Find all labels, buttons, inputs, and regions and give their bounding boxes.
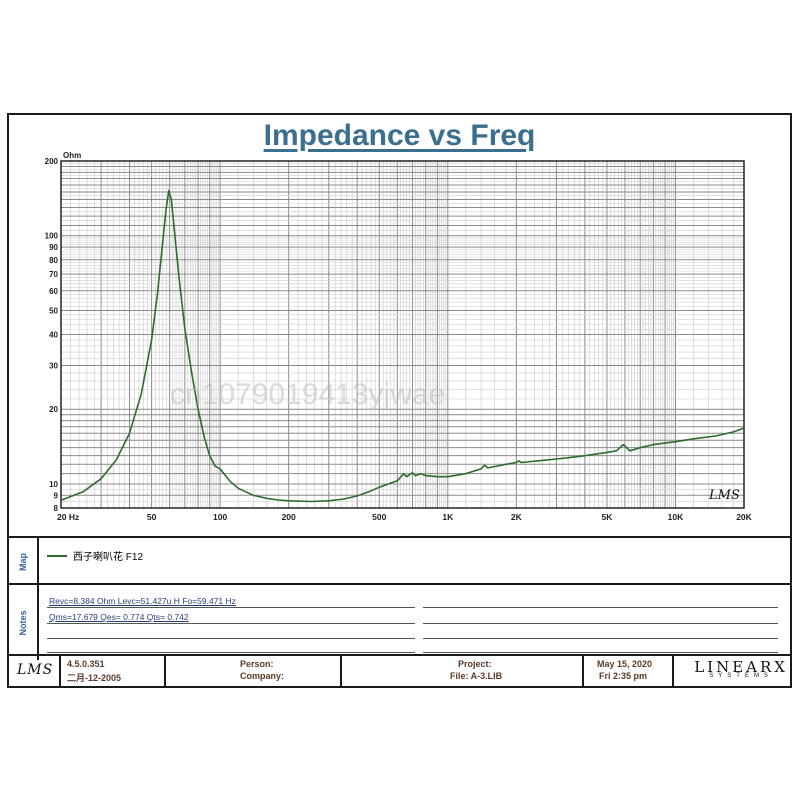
y-tick-label: 10 bbox=[49, 480, 58, 489]
plot-frame bbox=[60, 160, 745, 509]
x-tick-label: 200 bbox=[282, 512, 296, 522]
linearx-subbrand: SYSTEMS bbox=[709, 673, 773, 679]
x-tick-label: 20K bbox=[736, 512, 752, 522]
y-tick-label: 80 bbox=[49, 256, 58, 265]
notes-rule bbox=[423, 652, 778, 653]
y-tick-label: 60 bbox=[49, 287, 58, 296]
notes-rule bbox=[47, 652, 415, 653]
x-tick-label: 100 bbox=[213, 512, 227, 522]
series-layer bbox=[60, 189, 745, 503]
x-tick-label: 5K bbox=[601, 512, 613, 522]
footer-date-cell: May 15, 2020 Fri 2:35 pm bbox=[582, 656, 674, 686]
map-tab-label: Map bbox=[18, 552, 28, 571]
y-tick-label: 20 bbox=[49, 405, 58, 414]
x-tick-label: 20 Hz bbox=[57, 512, 79, 522]
x-tick-label: 500 bbox=[372, 512, 386, 522]
y-tick-label: 90 bbox=[49, 243, 58, 252]
impedance-chart: 20 Hz 50 100 200 500 1K 2K 5K 10K 20K 200 100 90 80 70… bbox=[45, 151, 753, 522]
version-text: 4.5.0.351 bbox=[67, 659, 105, 669]
document-sheet: Impedance vs Freq 20 Hz 50 100 200 500 1K 2K 5K… bbox=[7, 113, 792, 688]
notes-rule bbox=[47, 638, 415, 639]
date-text: May 15, 2020 bbox=[597, 659, 653, 669]
plot-lms-logo: LMS bbox=[708, 488, 740, 503]
build-date-text: 二月-12-2005 bbox=[67, 673, 122, 683]
time-text: Fri 2:35 pm bbox=[599, 671, 648, 681]
file-label: File: A-3.LIB bbox=[450, 671, 503, 681]
x-tick-label: 1K bbox=[442, 512, 454, 522]
notes-tab-label: Notes bbox=[18, 609, 28, 636]
company-label: Company: bbox=[240, 671, 285, 681]
notes-rule bbox=[423, 638, 778, 639]
footer-person-cell: Person: Company: bbox=[164, 656, 342, 686]
notes-rule bbox=[47, 607, 415, 608]
x-tick-label: 50 bbox=[147, 512, 157, 522]
project-label: Project: bbox=[458, 659, 492, 669]
y-tick-label: 100 bbox=[45, 232, 59, 241]
tick-labels: 20 Hz 50 100 200 500 1K 2K 5K 10K 20K 200 100 90 80 70… bbox=[45, 157, 753, 522]
legend-entry: 西子喇叭花 F12 bbox=[47, 548, 143, 563]
notes-section: Notes Revc=8.384 Ohm Levc=51.427u H Fo=5… bbox=[9, 583, 790, 660]
y-axis-label: Ohm bbox=[63, 151, 81, 160]
map-tab[interactable]: Map bbox=[9, 538, 39, 585]
legend-label: 西子喇叭花 F12 bbox=[73, 552, 144, 563]
footer-logo-cell: LMS bbox=[9, 656, 61, 686]
linearx-brand: LINEARX bbox=[694, 658, 788, 676]
y-tick-label: 70 bbox=[49, 270, 58, 279]
notes-line-2: Qms=17.679 Qes= 0.774 Qts= 0.742 bbox=[49, 612, 189, 622]
series-line bbox=[60, 189, 745, 503]
chart-title: Impedance vs Freq bbox=[263, 119, 536, 152]
map-section: Map 西子喇叭花 F12 bbox=[9, 536, 790, 585]
footer-project-cell: Project: File: A-3.LIB bbox=[340, 656, 584, 686]
x-tick-label: 2K bbox=[511, 512, 523, 522]
notes-line-1: Revc=8.384 Ohm Levc=51.427u H Fo=59.471 … bbox=[49, 596, 236, 606]
grid-lines bbox=[60, 160, 745, 509]
y-tick-label: 50 bbox=[49, 306, 58, 315]
legend-swatch bbox=[47, 554, 67, 557]
y-tick-label: 200 bbox=[45, 157, 59, 166]
notes-rule bbox=[423, 623, 778, 624]
lms-logo: LMS bbox=[17, 662, 54, 678]
person-label: Person: bbox=[240, 659, 274, 669]
y-tick-label: 30 bbox=[49, 362, 58, 371]
x-tick-label: 10K bbox=[668, 512, 684, 522]
notes-tab[interactable]: Notes bbox=[9, 585, 39, 660]
y-tick-label: 9 bbox=[54, 491, 59, 500]
footer-bar: LMS 4.5.0.351 二月-12-2005 Person: Company… bbox=[9, 654, 790, 686]
y-tick-label: 8 bbox=[54, 504, 59, 513]
y-tick-label: 40 bbox=[49, 331, 58, 340]
linearx-logo: LINEARX SYSTEMS bbox=[694, 658, 788, 679]
notes-rule bbox=[47, 623, 415, 624]
footer-version-cell: 4.5.0.351 二月-12-2005 bbox=[59, 656, 166, 686]
notes-rule bbox=[423, 607, 778, 608]
